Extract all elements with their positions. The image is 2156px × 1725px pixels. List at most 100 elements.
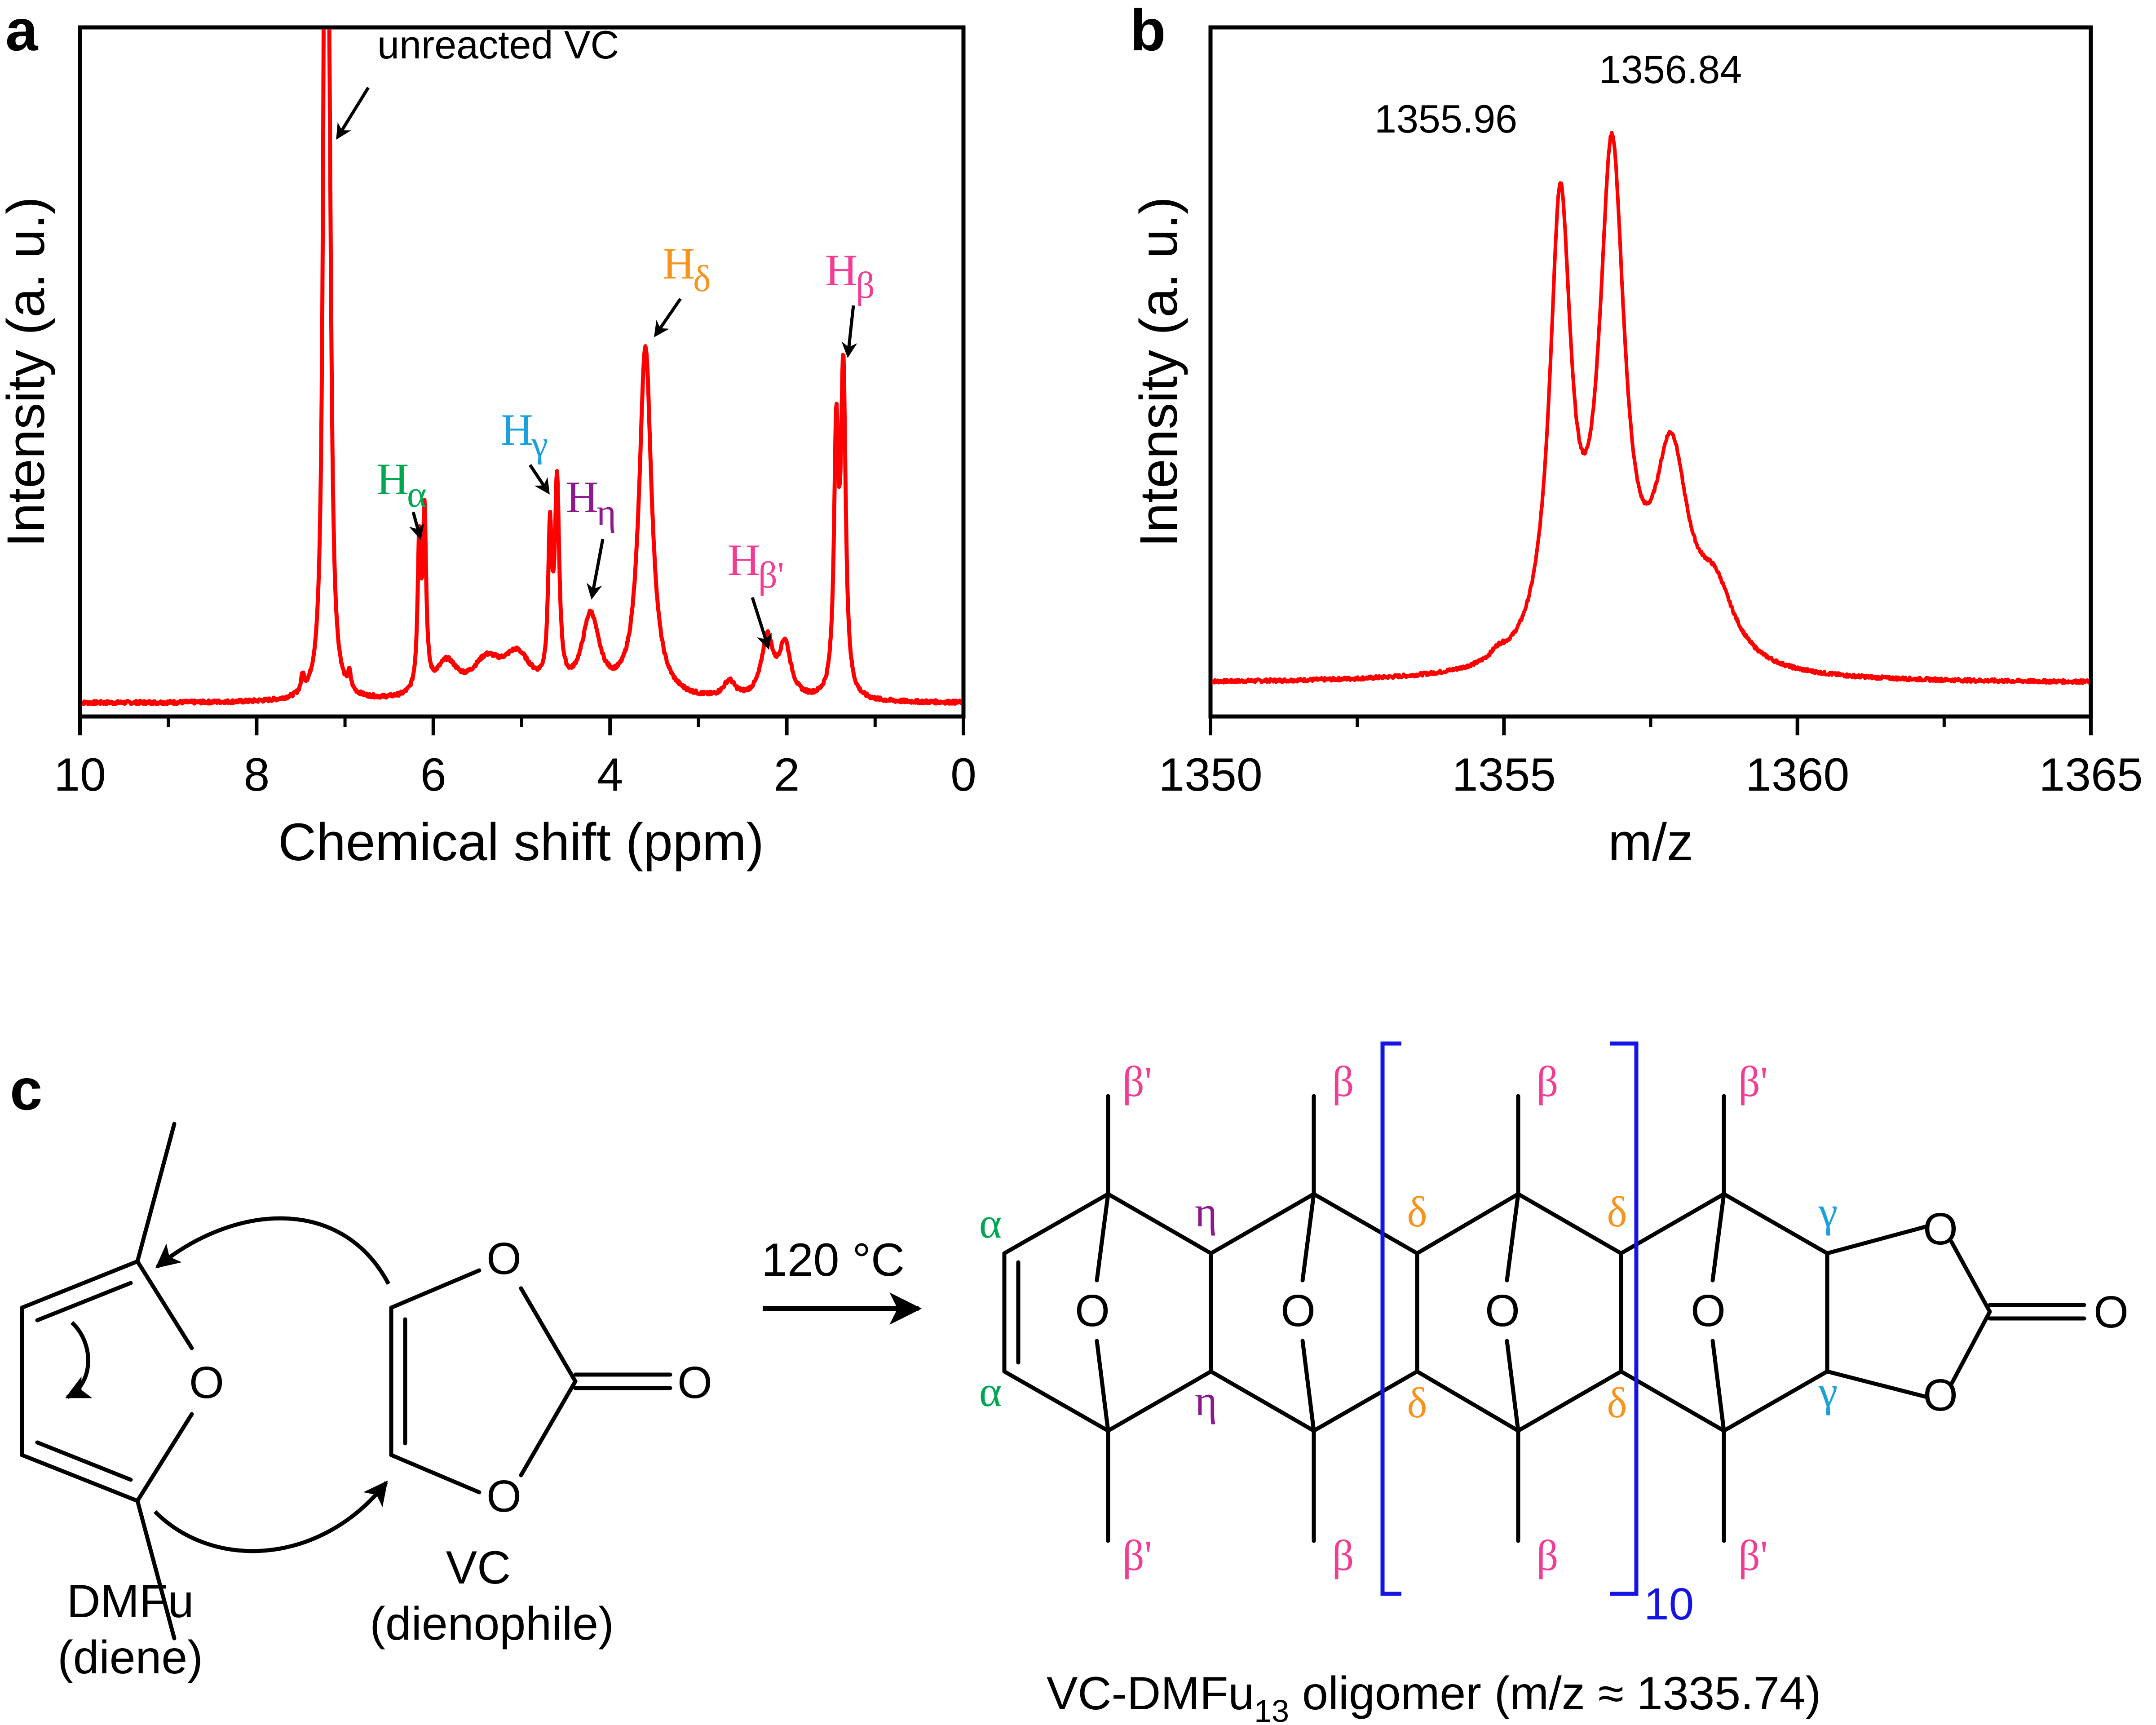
bond (1516, 1369, 1623, 1433)
product-structure: O O O O O O Oα α η η δ δ δ δ γ γ β' β' β β β β β' β' (979, 1057, 2129, 1579)
bond (1312, 1192, 1419, 1256)
label-h-beta-prime-main: H (728, 535, 760, 585)
label-beta-top-2: β (1332, 1057, 1354, 1106)
x-tick-label: 6 (420, 749, 446, 801)
x-ticks-a (78, 717, 965, 735)
bond (1722, 1192, 1829, 1256)
dmfu-structure: O (20, 1122, 224, 1641)
curved-arrow-bottom (153, 1480, 388, 1553)
x-axis-title-a: Chemical shift (ppm) (278, 813, 764, 872)
vc-structure: O O O (389, 1234, 712, 1522)
product-bridge-oxygen: O (1485, 1286, 1520, 1336)
dmfu-name: DMFu (66, 1575, 194, 1628)
bond (1312, 1369, 1419, 1433)
label-alpha-top: α (979, 1199, 1002, 1247)
bond (1209, 1369, 1316, 1433)
product-caption-pre: VC-DMFu (1047, 1668, 1254, 1720)
panel-b: b 1350 1355 1360 1365 m/z Intensity (a. u.)… (1129, 0, 2143, 872)
x-tick-label: 1355 (1452, 749, 1556, 801)
label-alpha-bottom: α (979, 1367, 1002, 1415)
bond (1710, 1192, 1726, 1283)
panel-letter-a: a (5, 0, 39, 63)
label-beta-prime-bottom-4: β' (1738, 1531, 1768, 1579)
bond (1949, 1240, 1992, 1314)
panel-a: a 10 8 6 4 2 0 Chemical shift (ppm) Intensity… (0, 0, 976, 872)
label-h-eta-sub: η (596, 491, 616, 533)
product-carbonate-oxygen-top: O (1923, 1204, 1958, 1254)
bond (1710, 1339, 1726, 1433)
bond (1002, 1369, 1110, 1433)
label-delta-bottom-right: δ (1607, 1379, 1627, 1427)
arrow-h-gamma (529, 464, 550, 495)
product-carbonate-oxygen-bottom: O (1923, 1370, 1958, 1420)
label-h-gamma: H γ (501, 405, 548, 465)
repeat-count: 10 (1644, 1579, 1694, 1629)
product-caption: VC-DMFu13 oligomer (m/z ≈ 1335.74) (1047, 1668, 1821, 1725)
bond (1415, 1192, 1520, 1256)
product-bridge-oxygen: O (1075, 1286, 1110, 1336)
reaction-condition: 120 °C (761, 1234, 905, 1286)
product-bridge-oxygen: O (1281, 1286, 1316, 1336)
arrow-h-beta-prime (751, 597, 772, 650)
x-tick-label: 1360 (1745, 749, 1849, 801)
vc-role: (dienophile) (370, 1598, 614, 1650)
label-h-eta: H η (566, 472, 616, 533)
arrow-unreacted-vc (336, 87, 370, 140)
label-h-alpha: H α (376, 454, 427, 515)
label-h-eta-main: H (566, 472, 598, 522)
label-h-alpha-main: H (376, 454, 409, 504)
label-h-beta-sub: β (856, 265, 875, 306)
repeat-bracket: 10 (1380, 1041, 1694, 1629)
label-beta-prime-top-1: β' (1122, 1057, 1152, 1106)
x-tick-labels-b: 1350 1355 1360 1365 (1158, 749, 2143, 801)
label-h-delta-main: H (663, 239, 695, 288)
peak-label-1356-84: 1356.84 (1599, 47, 1742, 92)
panel-letter-c: c (10, 1057, 42, 1122)
label-h-beta-prime-sub: β' (758, 554, 784, 596)
product-bridge-oxygen: O (1691, 1286, 1726, 1336)
label-h-gamma-sub: γ (531, 423, 548, 465)
label-h-beta-main: H (825, 245, 857, 295)
label-eta-bottom: η (1195, 1376, 1217, 1424)
label-gamma-bottom: γ (1818, 1367, 1838, 1415)
arrow-h-eta (586, 539, 605, 600)
label-beta-top-3: β (1537, 1057, 1559, 1106)
bond (1722, 1369, 1829, 1433)
y-axis-title-a: Intensity (a. u.) (0, 197, 56, 547)
label-delta-top-right: δ (1607, 1188, 1627, 1236)
vc-carbonyl-oxygen: O (677, 1358, 712, 1408)
x-tick-label: 4 (597, 749, 623, 801)
label-h-alpha-sub: α (407, 473, 427, 515)
curved-arrow-top (155, 1216, 390, 1285)
peak-label-1355-96: 1355.96 (1374, 97, 1517, 141)
product-caption-post: oligomer (m/z ≈ 1335.74) (1289, 1668, 1821, 1720)
bond (1106, 1192, 1213, 1256)
x-tick-labels-a: 10 8 6 4 2 0 (54, 749, 976, 801)
bond (1300, 1192, 1316, 1283)
bond (1949, 1309, 1992, 1386)
x-tick-label: 8 (243, 749, 270, 801)
plot-frame-b (1208, 25, 2093, 719)
label-delta-top-left: δ (1407, 1188, 1427, 1236)
product-carbonyl-oxygen: O (2094, 1287, 2129, 1337)
label-h-beta-prime: H β' (728, 535, 784, 596)
x-tick-label: 2 (774, 749, 800, 801)
label-beta-prime-top-4: β' (1738, 1057, 1768, 1106)
label-delta-bottom-left: δ (1407, 1379, 1427, 1427)
annotation-unreacted-vc: unreacted VC (377, 22, 619, 67)
vc-name: VC (446, 1542, 511, 1594)
product-caption-sub: 13 (1254, 1694, 1289, 1725)
bond (1505, 1339, 1520, 1433)
label-h-delta-sub: δ (693, 258, 711, 300)
bond (1825, 1369, 1929, 1399)
curved-arrow-internal (65, 1321, 93, 1399)
bond (1095, 1192, 1110, 1283)
label-h-beta: H β (825, 245, 875, 306)
label-beta-bottom-2: β (1332, 1531, 1354, 1579)
panel-letter-b: b (1130, 0, 1166, 63)
vc-oxygen-bottom: O (486, 1471, 521, 1522)
label-gamma-top: γ (1818, 1188, 1838, 1236)
bond (1505, 1192, 1520, 1283)
x-tick-label: 0 (950, 749, 976, 801)
